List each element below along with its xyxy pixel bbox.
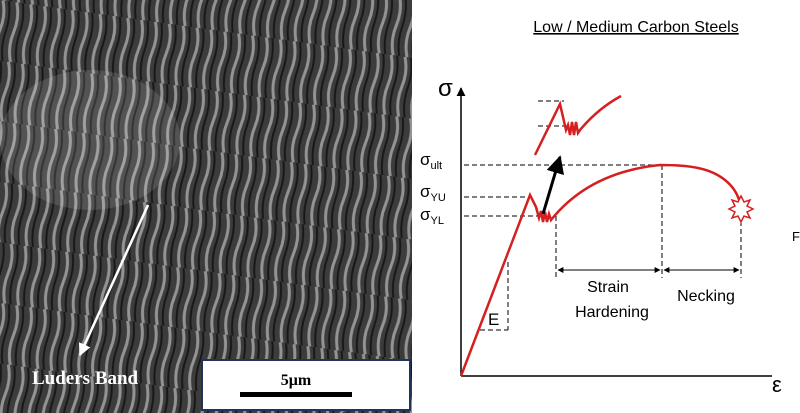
sigma-yu-label: σYU [420,182,446,204]
label-part: ult [431,160,443,172]
band-arrow [78,204,150,357]
necking-label: Necking [677,288,735,305]
diagram: Low / Medium Carbon Steels σ ε σult σYU … [420,19,800,397]
label-part: σ [420,150,431,169]
modulus-label: E [488,310,499,329]
scale-label: 5μm [281,372,312,389]
band-label: Luders Band [32,368,139,389]
scale-box [201,359,411,411]
x-axis-label: ε [772,372,782,397]
micrograph-image [0,0,412,413]
edge-text: F [792,229,800,244]
scale-bar [240,392,352,397]
label-part: YL [431,215,444,227]
zoom-arrow [541,155,564,215]
strain-label: Strain [587,279,629,296]
hardening-label: Hardening [575,304,649,321]
micrograph: Luders Band 5μm [0,0,412,413]
label-part: YU [431,192,446,204]
sigma-ult-label: σult [420,150,442,172]
sigma-yl-label: σYL [420,205,444,227]
label-part: σ [420,205,431,224]
inset-curve [533,94,622,156]
title: Low / Medium Carbon Steels [533,19,738,36]
stress-strain-curve [459,163,743,377]
y-axis-label: σ [438,75,453,102]
label-part: σ [420,182,431,201]
fracture-mark [727,194,755,224]
